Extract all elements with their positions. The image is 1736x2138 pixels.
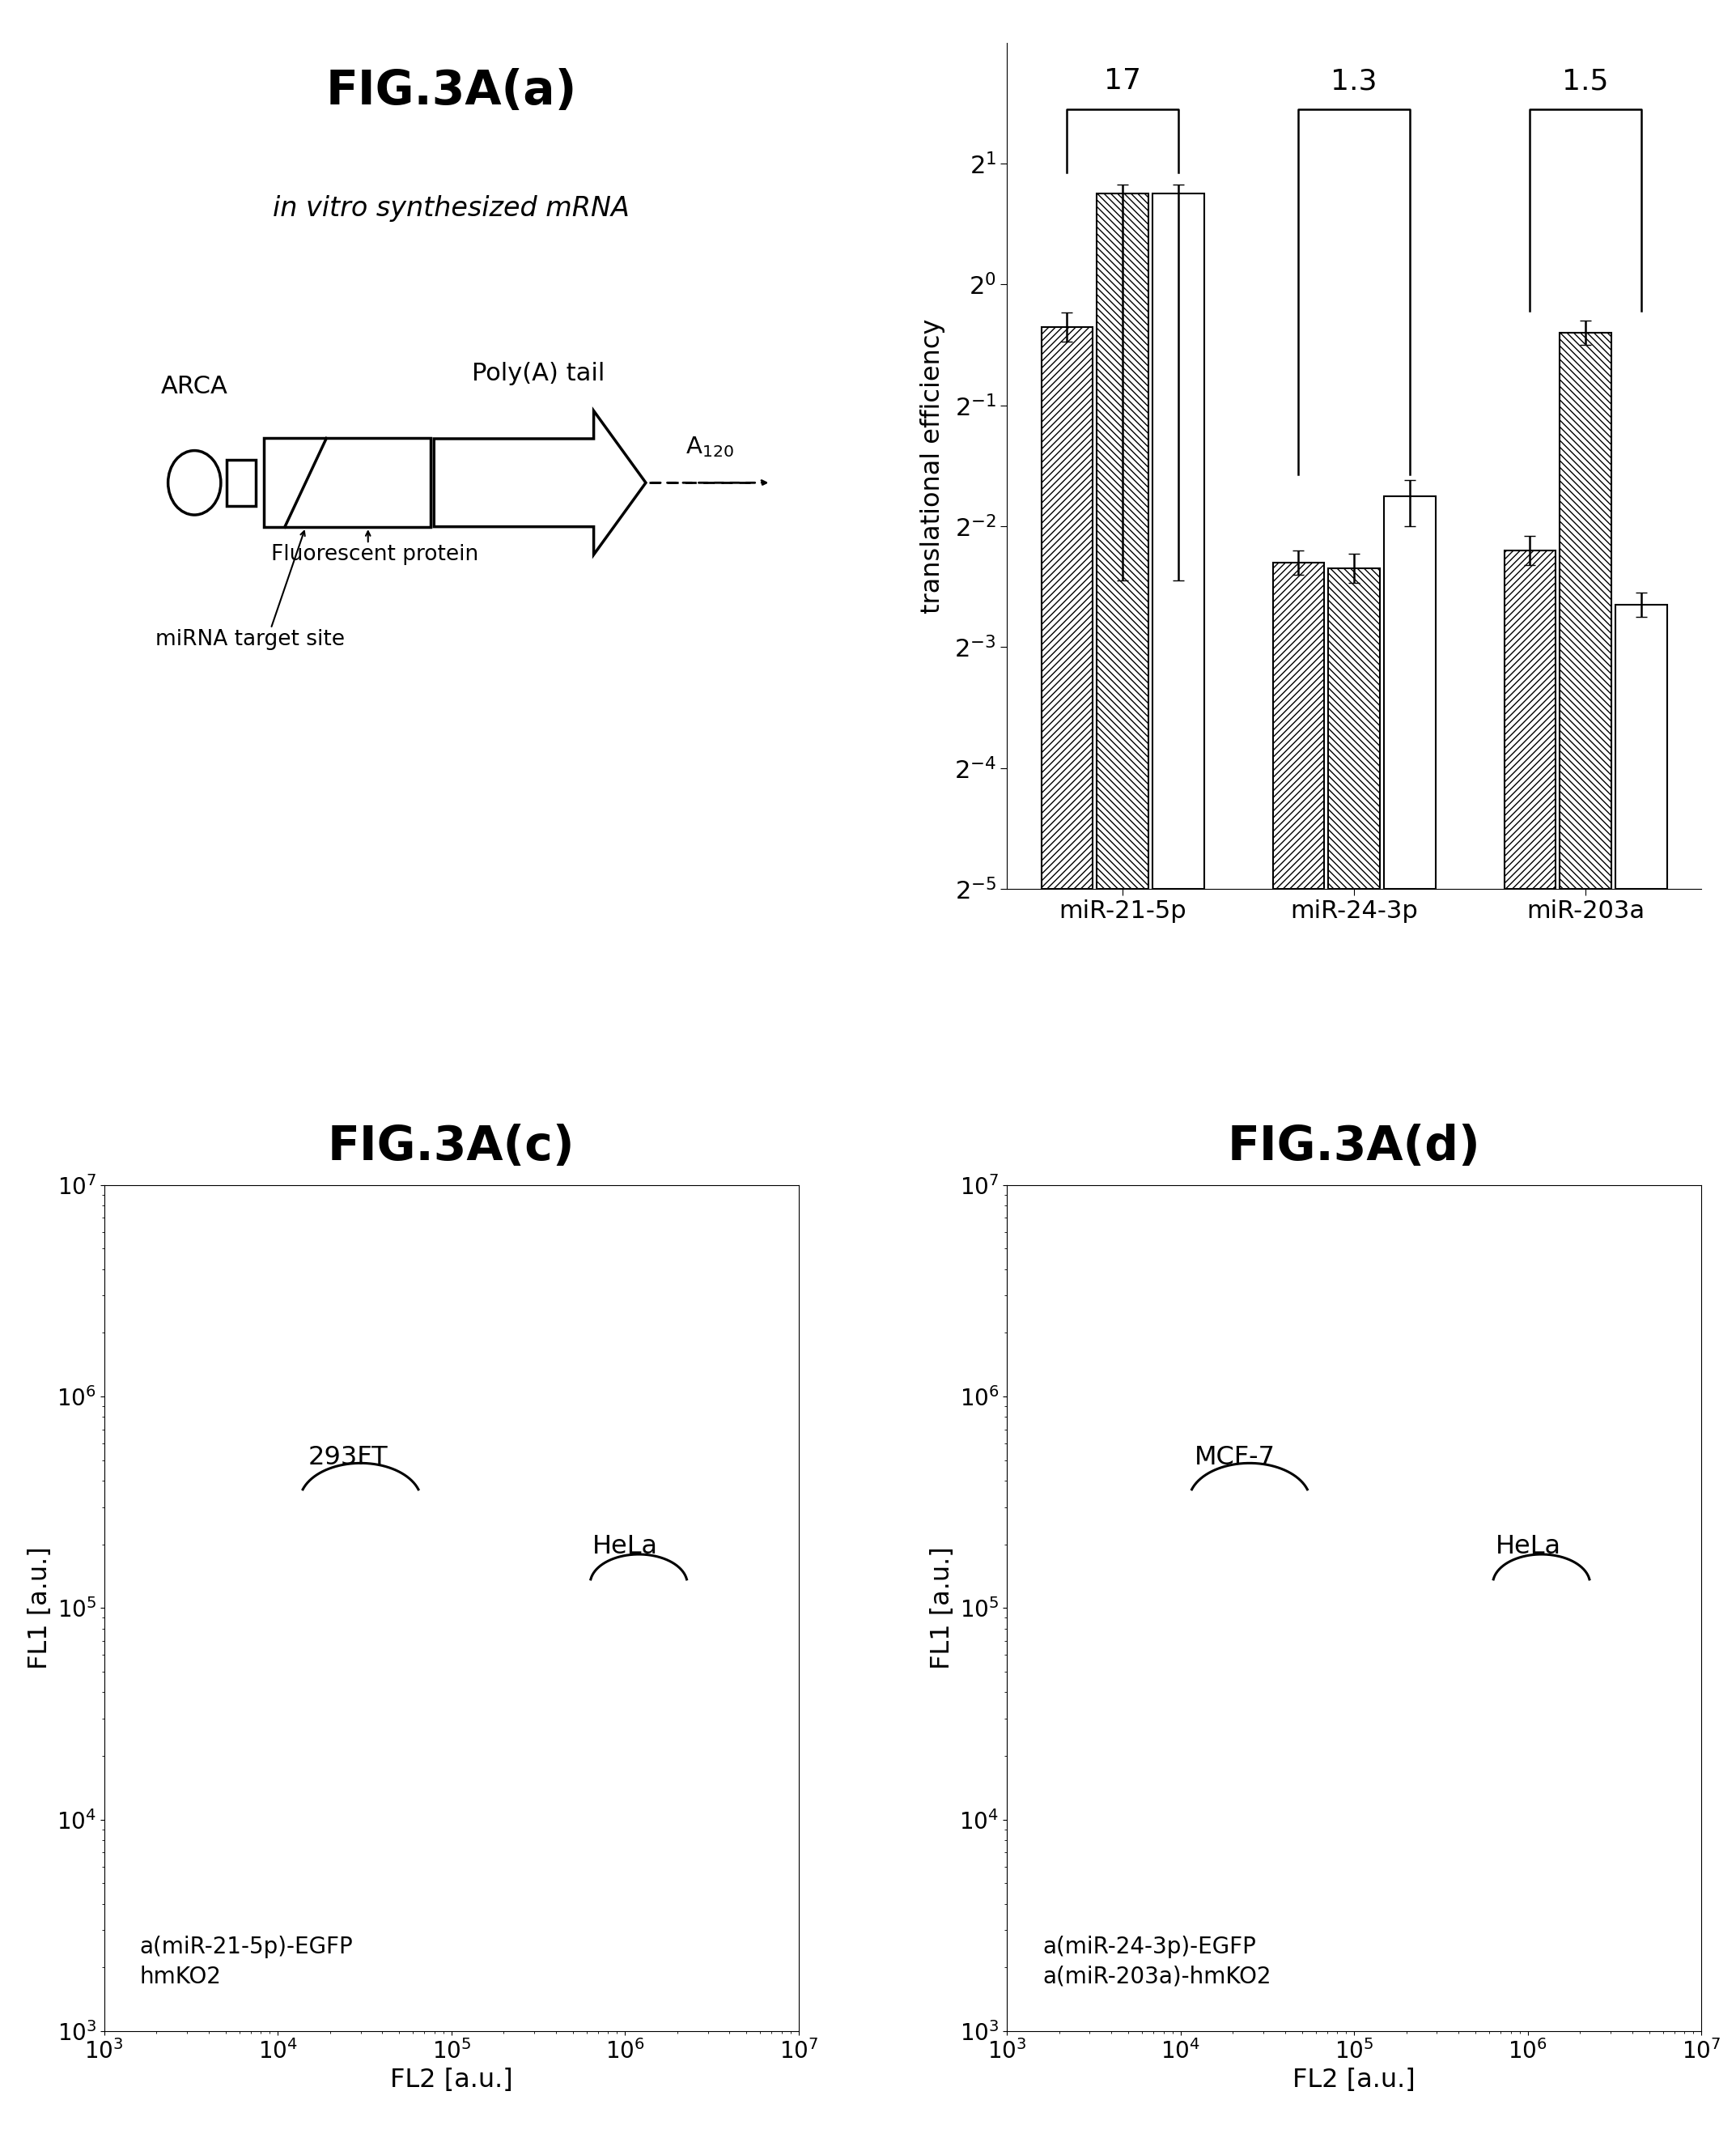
Bar (1559, 334, 1611, 889)
Y-axis label: FL1 [a.u.]: FL1 [a.u.] (930, 1546, 955, 1670)
Text: FIG.3A(a): FIG.3A(a) (326, 68, 576, 113)
Text: Fluorescent protein: Fluorescent protein (271, 543, 479, 564)
Y-axis label: FL1 [a.u.]: FL1 [a.u.] (28, 1546, 52, 1670)
Text: 17: 17 (1104, 66, 1141, 94)
Text: 293FT: 293FT (309, 1445, 389, 1471)
Text: MCF-7: MCF-7 (1194, 1445, 1276, 1471)
Text: ARCA: ARCA (161, 374, 227, 398)
Polygon shape (434, 410, 646, 554)
Bar (264, 438, 431, 528)
Text: HeLa: HeLa (1495, 1535, 1561, 1559)
Text: 1.3: 1.3 (1332, 66, 1377, 94)
Text: in vitro synthesized mRNA: in vitro synthesized mRNA (273, 195, 630, 222)
Bar (226, 460, 255, 507)
Bar (1153, 195, 1205, 889)
X-axis label: FL2 [a.u.]: FL2 [a.u.] (391, 2067, 512, 2093)
Text: a(miR-24-3p)-EGFP
a(miR-203a)-hmKO2: a(miR-24-3p)-EGFP a(miR-203a)-hmKO2 (1042, 1935, 1271, 1988)
Text: a(miR-21-5p)-EGFP
hmKO2: a(miR-21-5p)-EGFP hmKO2 (139, 1935, 352, 1988)
Text: Poly(A) tail: Poly(A) tail (472, 361, 604, 385)
Bar (1272, 562, 1325, 889)
Bar (1328, 569, 1380, 889)
Title: FIG.3A(d): FIG.3A(d) (1227, 1125, 1481, 1169)
Bar (1042, 327, 1094, 889)
X-axis label: FL2 [a.u.]: FL2 [a.u.] (1293, 2067, 1415, 2093)
Bar (1097, 195, 1149, 889)
Text: A$_{120}$: A$_{120}$ (686, 434, 734, 460)
Text: HeLa: HeLa (592, 1535, 658, 1559)
Y-axis label: translational efficiency: translational efficiency (920, 319, 944, 614)
Text: 1.5: 1.5 (1562, 66, 1609, 94)
Title: FIG.3A(c): FIG.3A(c) (328, 1125, 575, 1169)
Bar (1384, 496, 1436, 889)
Bar (1503, 549, 1555, 889)
Bar (1614, 605, 1667, 889)
Text: miRNA target site: miRNA target site (155, 629, 345, 650)
